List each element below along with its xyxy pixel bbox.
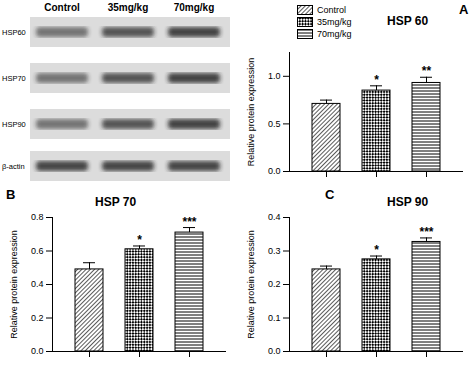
html-text:HSP 90: HSP 90 [387, 195, 429, 209]
html-text:70mg/kg: 70mg/kg [317, 29, 352, 39]
svg-text:Relative protein expression: Relative protein expression [9, 230, 19, 339]
html-text:A: A [459, 2, 469, 17]
html-text:Control: Control [317, 5, 346, 15]
svg-text:β-actin: β-actin [2, 162, 25, 171]
svg-text:1.0: 1.0 [268, 71, 281, 81]
html-text:HSP 70: HSP 70 [95, 195, 137, 209]
svg-text:*: * [137, 233, 142, 247]
html-text:B: B [6, 187, 16, 202]
html-text:35mg/kg: 35mg/kg [317, 17, 352, 27]
svg-text:HSP90: HSP90 [2, 120, 26, 129]
svg-text:HSP70: HSP70 [2, 74, 26, 83]
svg-text:0.5: 0.5 [268, 119, 281, 129]
svg-text:0.1: 0.1 [268, 313, 281, 323]
svg-text:Relative protein expression: Relative protein expression [246, 230, 256, 339]
svg-text:0.0: 0.0 [31, 346, 44, 356]
html-text:C: C [325, 187, 335, 202]
svg-text:HSP60: HSP60 [2, 28, 26, 37]
svg-text:0.4: 0.4 [268, 212, 281, 222]
svg-text:Relative protein expression: Relative protein expression [246, 58, 256, 167]
svg-text:35mg/kg: 35mg/kg [108, 2, 149, 13]
html-text:HSP 60: HSP 60 [387, 14, 429, 28]
svg-text:***: *** [419, 225, 433, 239]
svg-text:*: * [374, 243, 379, 257]
svg-text:0.0: 0.0 [268, 346, 281, 356]
svg-text:0.8: 0.8 [31, 212, 44, 222]
svg-text:**: ** [422, 64, 432, 78]
svg-text:Control: Control [44, 2, 80, 13]
svg-text:0.0: 0.0 [268, 166, 281, 176]
svg-text:0.3: 0.3 [268, 246, 281, 256]
svg-text:0.6: 0.6 [31, 246, 44, 256]
svg-text:***: *** [182, 215, 196, 229]
svg-text:*: * [374, 73, 379, 87]
svg-text:70mg/kg: 70mg/kg [174, 2, 215, 13]
svg-text:0.4: 0.4 [31, 279, 44, 289]
svg-text:0.2: 0.2 [31, 313, 44, 323]
svg-text:0.2: 0.2 [268, 279, 281, 289]
